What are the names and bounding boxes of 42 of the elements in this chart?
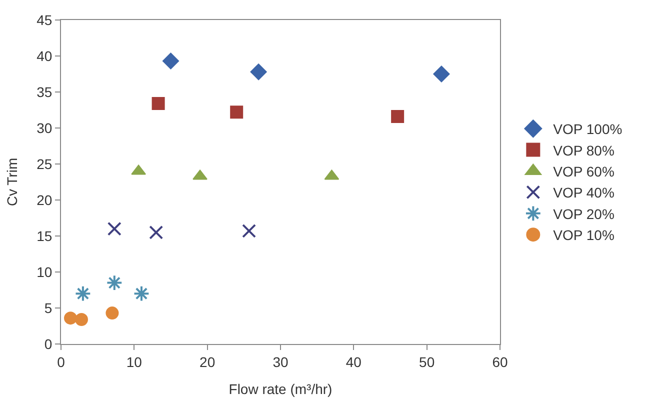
y-axis-title: Cv Trim [4,158,20,206]
x-tick-label: 0 [57,354,66,370]
x-tick-label: 40 [346,354,362,370]
point [149,225,164,240]
point [192,170,208,180]
x-tick-label: 10 [126,354,142,370]
legend-label: VOP 20% [553,206,614,222]
point [250,64,267,80]
x-axis-title: Flow rate (m³/hr) [228,381,332,398]
point [242,224,256,238]
y-tick-label: 15 [36,228,52,244]
x-tick-label: 60 [492,354,508,370]
point [152,97,165,110]
y-tick-label: 5 [44,300,52,316]
point [230,106,244,119]
point [74,313,88,326]
point [106,274,123,291]
x-tick-label: 30 [272,354,288,370]
legend-label: VOP 40% [553,184,614,201]
legend-label: VOP 100% [553,121,622,138]
legend-label: VOP 60% [553,163,614,180]
point [162,52,180,70]
y-tick-label: 45 [36,12,52,28]
point [391,110,404,123]
x-tick-label: 20 [200,354,216,370]
point [133,285,150,302]
y-tick-label: 25 [36,156,52,172]
x-tick-label: 50 [419,354,435,370]
point [131,164,146,175]
point [74,285,92,302]
y-tick-label: 40 [36,48,52,64]
point [433,66,450,82]
y-tick-label: 20 [36,192,52,208]
point [106,306,119,320]
y-tick-label: 35 [36,84,52,100]
point [64,312,78,325]
y-tick-label: 10 [36,264,52,280]
point [107,222,122,236]
legend-label: VOP 10% [553,227,614,244]
y-tick-label: 30 [36,120,52,136]
y-tick-label: 0 [44,336,52,352]
legend-label: VOP 80% [553,142,614,158]
